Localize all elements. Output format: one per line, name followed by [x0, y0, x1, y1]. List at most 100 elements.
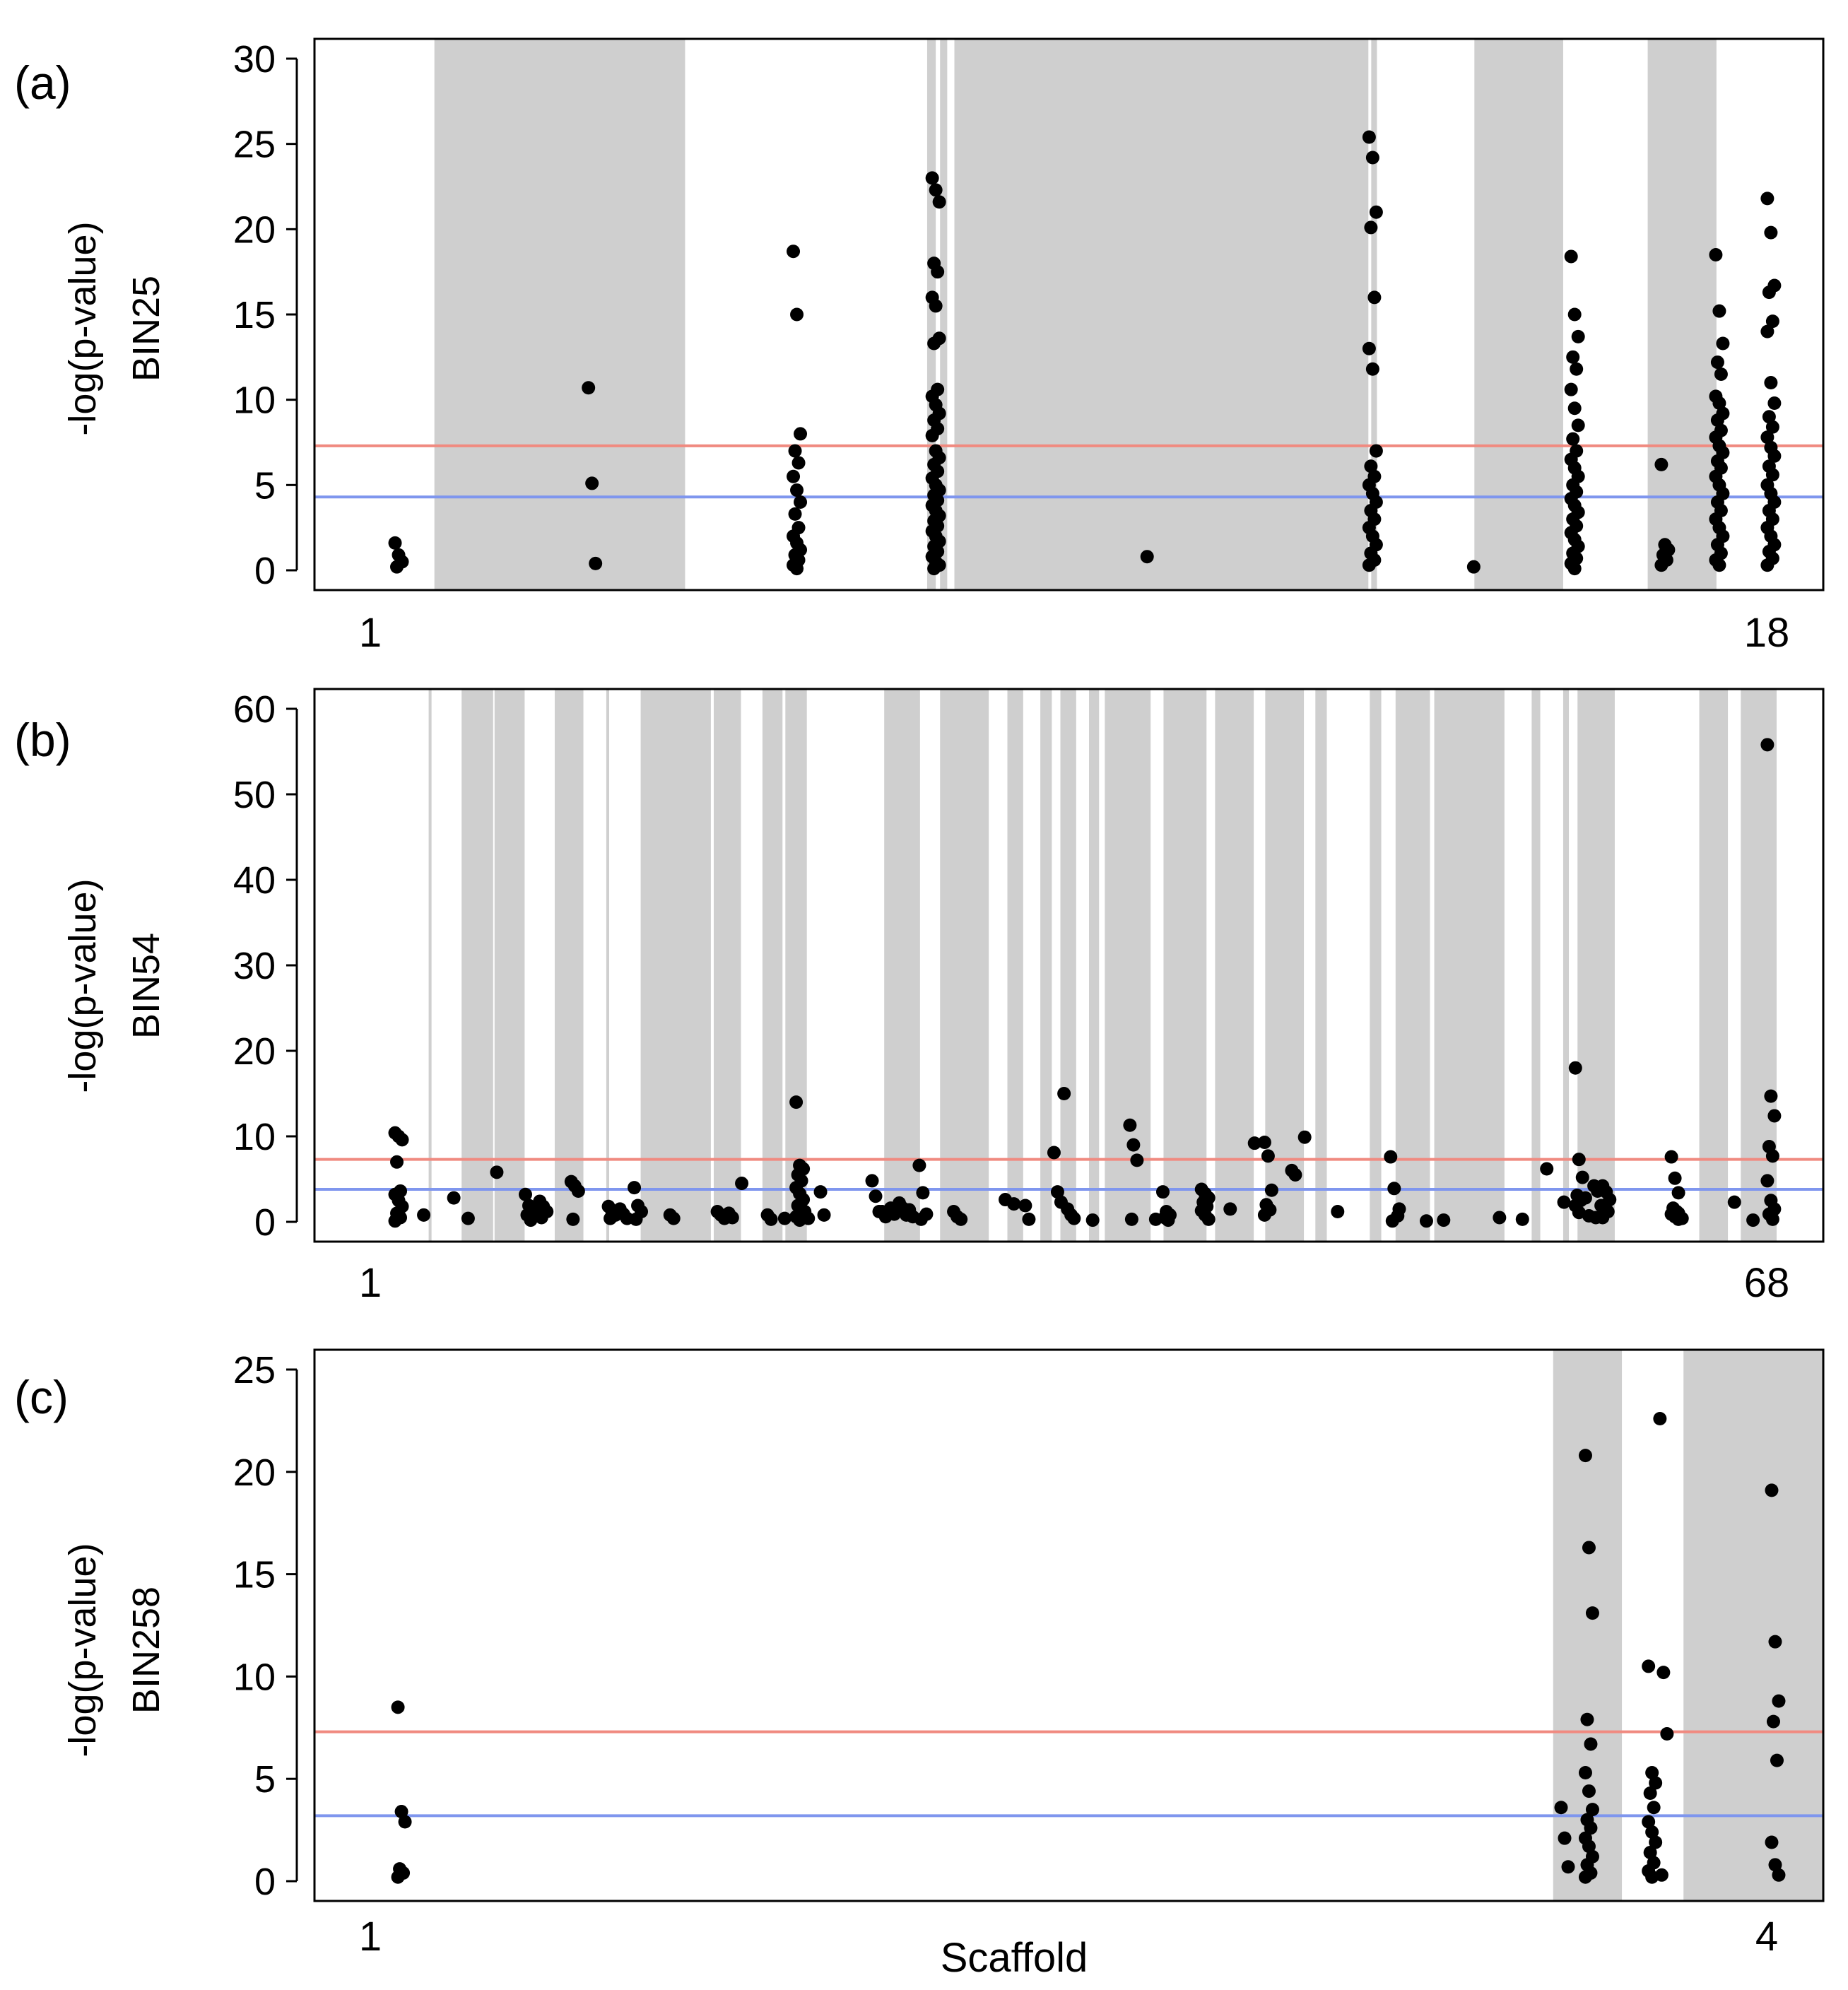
panel-c-data-point: [1647, 1801, 1661, 1815]
panel-b-data-point: [954, 1212, 968, 1226]
panel-a-data-point: [932, 195, 946, 209]
panel-b-data-point: [1493, 1211, 1507, 1225]
panel-b-shaded-band: [1370, 689, 1382, 1242]
panel-b-data-point: [914, 1212, 928, 1226]
panel-b-data-layer: [314, 689, 1823, 1242]
panel-a-data-point: [1709, 248, 1723, 262]
panel-b-data-point: [390, 1155, 404, 1169]
panel-c-data-point: [1584, 1821, 1598, 1835]
panel-a-data-point: [790, 562, 804, 576]
panel-c-plot-area: 0 5 10 15 20 25: [233, 1348, 1825, 1903]
panel-b-data-point: [1047, 1146, 1061, 1160]
panel-b-data-point: [817, 1208, 831, 1222]
panel-b-shaded-band: [1215, 689, 1254, 1242]
panel-a-data-point: [787, 469, 801, 483]
panel-a-data-point: [788, 507, 802, 521]
panel-b-data-point: [1575, 1170, 1589, 1184]
panel-b-shaded-band: [1315, 689, 1327, 1242]
panel-a-data-point: [790, 483, 804, 498]
panel-a-data-point: [1566, 432, 1580, 446]
panel-a-data-point: [1767, 449, 1782, 463]
panel-b-data-point: [571, 1184, 585, 1198]
panel-c-data-point: [1643, 1845, 1657, 1859]
panel-c-data-point: [1561, 1860, 1575, 1874]
panel-b-data-point: [865, 1174, 879, 1188]
panel-b-data-point: [1130, 1153, 1144, 1167]
panel-b-shaded-band: [1265, 689, 1305, 1242]
panel-a-ylabel-metric: -log(p-value): [61, 221, 104, 435]
panel-b-shaded-band: [554, 689, 584, 1242]
panel-b-shaded-band: [1531, 689, 1541, 1242]
panel-b-frame: [313, 688, 1825, 1243]
panel-b-data-point: [1387, 1182, 1401, 1196]
panel-b-data-point: [1540, 1162, 1554, 1176]
panel-b-data-point: [1161, 1213, 1175, 1227]
panel-b-data-point: [490, 1165, 504, 1179]
panel-b-data-point: [1767, 1109, 1782, 1123]
panel-c-data-point: [1558, 1831, 1572, 1845]
panel-b-data-point: [1085, 1213, 1100, 1227]
panel-b-data-point: [1297, 1130, 1312, 1144]
panel-b-data-point: [1568, 1061, 1582, 1075]
panel-a-data-point: [1654, 558, 1669, 572]
panel-c-label: (c): [14, 1371, 69, 1423]
panel-b-ylabel-bin: BIN54: [125, 933, 167, 1039]
panel-c-y-tick-label: 0: [254, 1861, 276, 1903]
panel-c-data-point: [1582, 1839, 1596, 1854]
panel-b-data-point: [534, 1211, 548, 1225]
panel-a-data-point: [788, 444, 802, 458]
panel-a-data-point: [1712, 304, 1726, 318]
panel-a-data-point: [1654, 457, 1669, 471]
panel-c-x-first-label: 1: [359, 1914, 382, 1960]
panel-c-data-point: [1660, 1726, 1674, 1741]
panel-b-data-point: [1515, 1212, 1529, 1226]
panel-b-shaded-band: [1089, 689, 1100, 1242]
panel-b-shaded-band: [762, 689, 783, 1242]
panel-a-data-point: [1369, 205, 1383, 219]
panel-a-y-tick-label: 5: [254, 464, 276, 507]
panel-c-y-tick-label: 20: [233, 1452, 276, 1494]
panel-b-shaded-band: [1562, 689, 1570, 1242]
panel-b-shaded-band: [1040, 689, 1052, 1242]
x-axis-title: Scaffold: [941, 1935, 1088, 1981]
panel-a-data-point: [1364, 220, 1378, 235]
panel-b-data-point: [1664, 1150, 1678, 1164]
panel-a-x-first-label: 1: [359, 610, 382, 656]
panel-a-data-point: [791, 456, 806, 470]
panel-b-data-point: [1557, 1195, 1571, 1209]
panel-c-data-point: [1580, 1712, 1594, 1726]
panel-a-data-point: [1567, 401, 1582, 416]
panel-a-data-point: [1710, 413, 1724, 428]
panel-a-data-point: [1362, 341, 1376, 355]
panel-b-data-point: [1067, 1211, 1081, 1225]
panel-b-shaded-band: [713, 689, 741, 1242]
panel-c-data-point: [1765, 1483, 1779, 1497]
panel-b-shaded-band: [1060, 689, 1076, 1242]
panel-b-data-point: [1018, 1199, 1032, 1213]
panel-b-data-point: [1050, 1185, 1064, 1199]
panel-b-data-point: [395, 1133, 409, 1147]
panel-b-shaded-band: [1434, 689, 1505, 1242]
panel-a-data-point: [1362, 130, 1376, 144]
panel-a-shaded-band: [954, 39, 1369, 590]
panel-c-data-point: [1768, 1858, 1782, 1872]
panel-b-data-point: [1765, 1149, 1779, 1163]
panel-c-shaded-band: [1683, 1350, 1823, 1901]
panel-b-shaded-band: [1577, 689, 1615, 1242]
panel-a-data-point: [794, 495, 808, 509]
panel-c-x-last-label: 4: [1755, 1914, 1778, 1960]
panel-a-data-point: [1762, 410, 1776, 424]
panel-b-plot-area: 0 10 20 30 40 50 60: [233, 688, 1825, 1244]
panel-a-data-point: [1765, 314, 1779, 329]
panel-c-data-point: [1649, 1776, 1663, 1790]
panel-b-y-tick-label: 30: [233, 945, 276, 987]
panel-c-ylabel-metric: -log(p-value): [61, 1543, 104, 1757]
panel-c-data-point: [1578, 1870, 1592, 1884]
panel-b-data-point: [1760, 738, 1775, 752]
panel-b-data-point: [604, 1211, 618, 1225]
panel-b-data-point: [566, 1212, 580, 1226]
panel-a-plot-area: 0 5 10 15 20 25 30: [233, 37, 1825, 592]
panel-a-data-point: [1365, 362, 1379, 376]
